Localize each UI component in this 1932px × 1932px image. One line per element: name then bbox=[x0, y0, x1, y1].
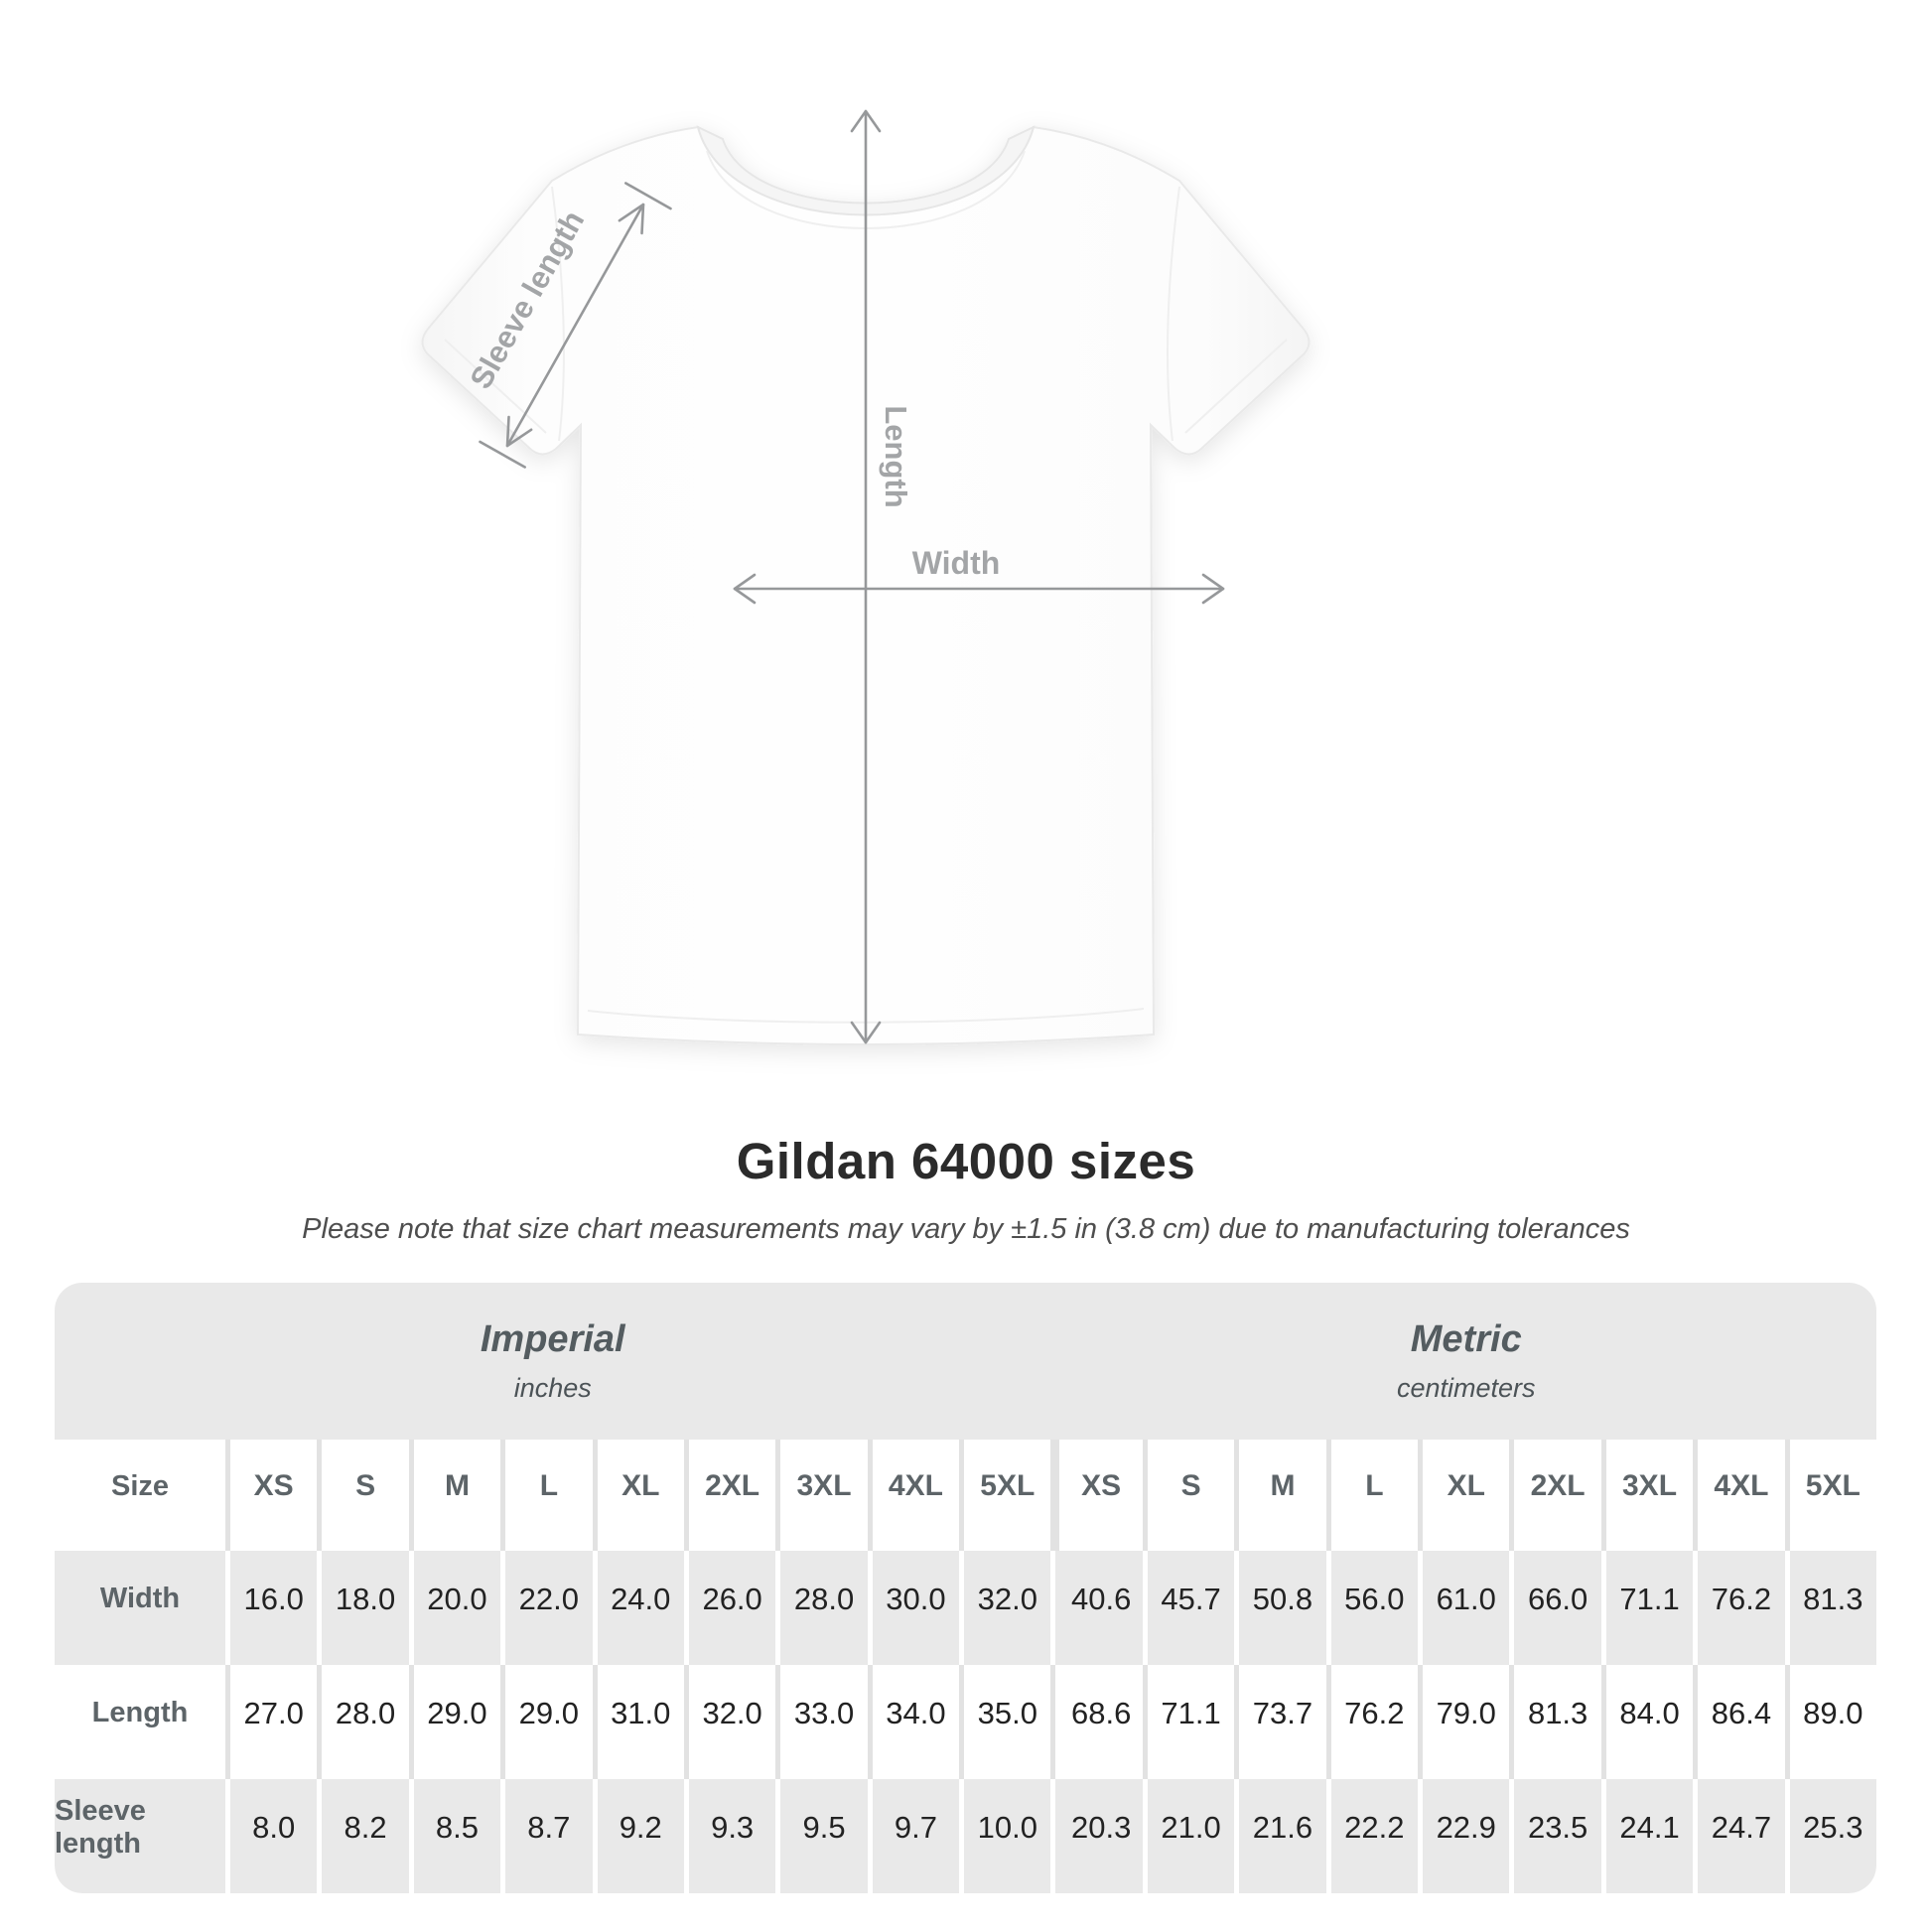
row-label: Sleeve length bbox=[55, 1779, 225, 1893]
measurement-cell: 71.1 bbox=[1605, 1551, 1694, 1665]
measurement-cell: 20.0 bbox=[413, 1551, 501, 1665]
measurement-cell: 81.3 bbox=[1789, 1551, 1876, 1665]
length-arrow bbox=[850, 109, 882, 1044]
measurement-cell: 35.0 bbox=[964, 1665, 1051, 1779]
table-row: Sleeve length 8.0 8.2 8.5 8.7 9.2 9.3 9.5 9.7 10.… bbox=[55, 1779, 1876, 1893]
size-col-header: 3XL bbox=[780, 1440, 868, 1551]
imperial-header: Imperial inches bbox=[55, 1283, 1051, 1440]
measurement-cell: 9.2 bbox=[597, 1779, 684, 1893]
measurement-cell: 56.0 bbox=[1330, 1551, 1419, 1665]
tshirt-measurement-diagram: Sleeve length Length Width bbox=[421, 109, 1311, 1045]
measurement-cell: 9.7 bbox=[872, 1779, 960, 1893]
measurement-cell: 68.6 bbox=[1055, 1665, 1143, 1779]
measurement-cell: 22.0 bbox=[505, 1551, 593, 1665]
size-col-header: XL bbox=[1423, 1440, 1510, 1551]
measurement-cell: 45.7 bbox=[1147, 1551, 1235, 1665]
table-row: Width 16.0 18.0 20.0 22.0 24.0 26.0 28.0 30.0 32.… bbox=[55, 1551, 1876, 1665]
measurement-cell: 81.3 bbox=[1514, 1665, 1601, 1779]
measurement-cell: 32.0 bbox=[964, 1551, 1051, 1665]
length-label: Length bbox=[879, 405, 913, 507]
size-chart-table: Imperial inches Metric centimeters Size … bbox=[55, 1283, 1876, 1893]
measurement-cell: 26.0 bbox=[688, 1551, 776, 1665]
size-col-header: S bbox=[322, 1440, 409, 1551]
measurement-cell: 8.5 bbox=[413, 1779, 501, 1893]
measurement-cell: 28.0 bbox=[322, 1665, 409, 1779]
width-arrow bbox=[733, 573, 1225, 605]
measurement-cell: 24.7 bbox=[1698, 1779, 1785, 1893]
measurement-cell: 29.0 bbox=[505, 1665, 593, 1779]
sleeve-length-arrow bbox=[479, 182, 672, 469]
measurement-cell: 10.0 bbox=[964, 1779, 1051, 1893]
measurement-cell: 76.2 bbox=[1698, 1551, 1785, 1665]
measurement-cell: 34.0 bbox=[872, 1665, 960, 1779]
imperial-unit: inches bbox=[513, 1373, 592, 1403]
measurement-cell: 8.0 bbox=[230, 1779, 318, 1893]
width-label: Width bbox=[912, 545, 1001, 581]
measurement-cell: 16.0 bbox=[230, 1551, 318, 1665]
size-col-header: 5XL bbox=[964, 1440, 1051, 1551]
measurement-cell: 24.0 bbox=[597, 1551, 684, 1665]
measurement-cell: 29.0 bbox=[413, 1665, 501, 1779]
size-col-header: 2XL bbox=[688, 1440, 776, 1551]
measurement-cell: 61.0 bbox=[1423, 1551, 1510, 1665]
measurement-cell: 76.2 bbox=[1330, 1665, 1419, 1779]
collar bbox=[696, 125, 1035, 216]
measurement-cell: 18.0 bbox=[322, 1551, 409, 1665]
measurement-cell: 79.0 bbox=[1423, 1665, 1510, 1779]
measurement-cell: 9.5 bbox=[780, 1779, 868, 1893]
row-label: Width bbox=[55, 1551, 225, 1665]
measurement-cell: 22.2 bbox=[1330, 1779, 1419, 1893]
tolerance-note: Please note that size chart measurements… bbox=[302, 1213, 1630, 1245]
measurement-cell: 84.0 bbox=[1605, 1665, 1694, 1779]
measurement-cell: 8.7 bbox=[505, 1779, 593, 1893]
size-col-header: 4XL bbox=[872, 1440, 960, 1551]
measurement-cell: 66.0 bbox=[1514, 1551, 1601, 1665]
unit-header-band: Imperial inches Metric centimeters bbox=[55, 1283, 1876, 1440]
size-col-header: XL bbox=[597, 1440, 684, 1551]
metric-unit: centimeters bbox=[1396, 1373, 1536, 1403]
measurement-cell: 8.2 bbox=[322, 1779, 409, 1893]
measurement-cell: 71.1 bbox=[1147, 1665, 1235, 1779]
measurement-cell: 50.8 bbox=[1239, 1551, 1326, 1665]
measurement-cell: 21.0 bbox=[1147, 1779, 1235, 1893]
size-header-row: Size XS S M L XL 2XL 3XL 4XL 5XL XS S M L XL 2XL 3XL 4XL… bbox=[55, 1440, 1876, 1551]
imperial-title: Imperial bbox=[480, 1318, 625, 1360]
metric-title: Metric bbox=[1410, 1318, 1522, 1360]
size-col-header: S bbox=[1147, 1440, 1235, 1551]
measurement-cell: 27.0 bbox=[230, 1665, 318, 1779]
measurement-cell: 25.3 bbox=[1789, 1779, 1876, 1893]
table-row: Length 27.0 28.0 29.0 29.0 31.0 32.0 33.0 34.0 35… bbox=[55, 1665, 1876, 1779]
measurement-cell: 24.1 bbox=[1605, 1779, 1694, 1893]
size-col-header: 3XL bbox=[1605, 1440, 1694, 1551]
size-col-header: L bbox=[1330, 1440, 1419, 1551]
size-col-header: M bbox=[413, 1440, 501, 1551]
measurement-cell: 20.3 bbox=[1055, 1779, 1143, 1893]
measurement-cell: 89.0 bbox=[1789, 1665, 1876, 1779]
metric-header: Metric centimeters bbox=[1056, 1283, 1877, 1440]
size-column-label: Size bbox=[55, 1440, 225, 1551]
measurement-cell: 23.5 bbox=[1514, 1779, 1601, 1893]
measurement-cell: 28.0 bbox=[780, 1551, 868, 1665]
size-col-header: M bbox=[1239, 1440, 1326, 1551]
size-col-header: 2XL bbox=[1514, 1440, 1601, 1551]
measurement-cell: 9.3 bbox=[688, 1779, 776, 1893]
size-col-header: 5XL bbox=[1789, 1440, 1876, 1551]
measurement-cell: 33.0 bbox=[780, 1665, 868, 1779]
size-col-header: L bbox=[505, 1440, 593, 1551]
measurement-cell: 31.0 bbox=[597, 1665, 684, 1779]
page-title: Gildan 64000 sizes bbox=[736, 1133, 1196, 1189]
measurement-cell: 21.6 bbox=[1239, 1779, 1326, 1893]
measurement-cell: 32.0 bbox=[688, 1665, 776, 1779]
size-col-header: XS bbox=[230, 1440, 318, 1551]
measurement-cell: 73.7 bbox=[1239, 1665, 1326, 1779]
measurement-cell: 22.9 bbox=[1423, 1779, 1510, 1893]
row-label: Length bbox=[55, 1665, 225, 1779]
measurement-cell: 40.6 bbox=[1055, 1551, 1143, 1665]
size-col-header: XS bbox=[1055, 1440, 1143, 1551]
measurement-cell: 30.0 bbox=[872, 1551, 960, 1665]
measurement-cell: 86.4 bbox=[1698, 1665, 1785, 1779]
measurement-rows: Width 16.0 18.0 20.0 22.0 24.0 26.0 28.0 30.0 32.… bbox=[55, 1551, 1876, 1893]
size-col-header: 4XL bbox=[1698, 1440, 1785, 1551]
